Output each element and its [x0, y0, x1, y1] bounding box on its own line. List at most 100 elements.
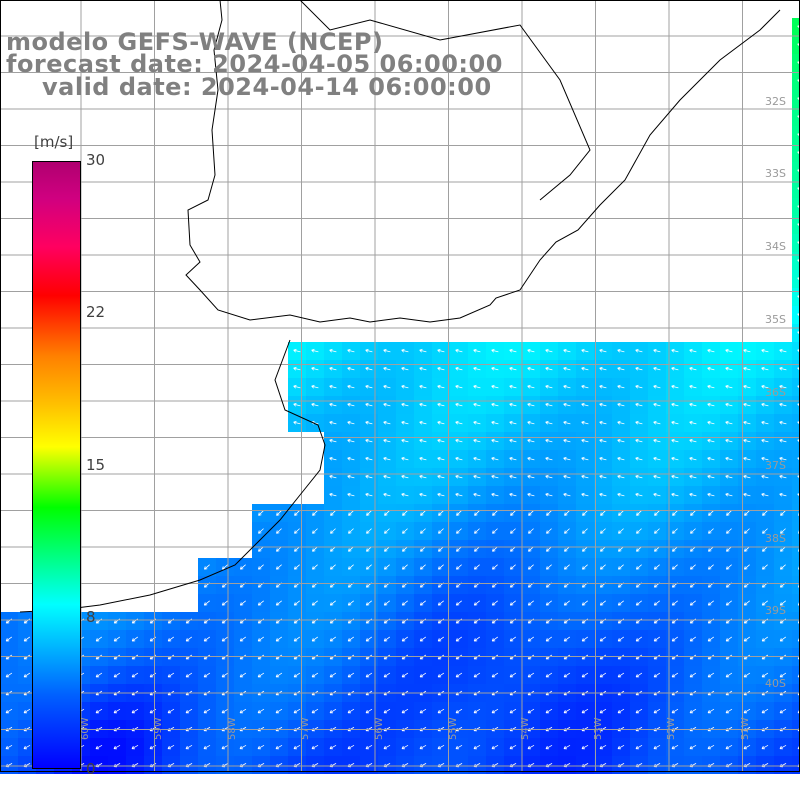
wind-arrow	[635, 474, 643, 479]
wind-arrow	[618, 510, 624, 516]
wind-speed-cell	[792, 360, 800, 378]
wind-arrow	[347, 474, 355, 479]
wind-arrow	[743, 384, 751, 389]
wind-arrow	[653, 744, 661, 750]
wind-arrow	[599, 438, 607, 443]
wind-arrow	[329, 420, 337, 425]
wind-arrow	[635, 564, 642, 570]
colorbar-tick-0: 0	[86, 760, 96, 778]
wind-arrow	[581, 402, 589, 407]
wind-arrow	[455, 438, 463, 443]
wind-arrow	[725, 420, 733, 425]
wind-arrow	[653, 366, 661, 371]
wind-arrow	[635, 438, 643, 443]
wind-arrow	[707, 384, 715, 389]
wind-arrow	[725, 438, 733, 443]
wind-arrow	[401, 402, 409, 407]
wind-arrow	[545, 600, 552, 606]
wind-arrow	[690, 510, 696, 516]
wind-speed-cell	[792, 558, 800, 576]
wind-arrow	[636, 528, 642, 534]
wind-arrow	[419, 708, 427, 714]
wind-arrow	[347, 420, 355, 425]
wind-arrow	[617, 348, 625, 353]
wind-arrow	[671, 636, 679, 642]
wind-arrow	[401, 420, 409, 425]
wind-arrow	[527, 672, 535, 678]
wind-arrow	[221, 672, 229, 678]
wind-arrow	[491, 456, 499, 461]
wind-arrow	[581, 456, 589, 461]
wind-arrow	[275, 636, 283, 642]
wind-arrow	[725, 744, 733, 750]
wind-speed-cell	[792, 342, 800, 360]
wind-arrow	[743, 474, 751, 479]
wind-speed-cell	[792, 630, 800, 648]
wind-arrow	[419, 366, 427, 371]
wind-arrow	[509, 564, 516, 570]
wind-arrow	[581, 474, 589, 479]
wind-speed-cell	[792, 450, 800, 468]
wind-speed-cell	[792, 306, 800, 324]
wind-arrow	[5, 744, 13, 750]
wind-arrows	[5, 24, 800, 768]
wind-arrow	[347, 402, 355, 407]
wind-arrow	[95, 672, 103, 678]
wind-speed-cell	[792, 216, 800, 234]
wind-arrow	[113, 636, 121, 642]
wind-arrow	[365, 744, 373, 750]
wind-arrow	[492, 510, 498, 516]
wind-arrow	[239, 564, 246, 570]
wind-arrow	[563, 672, 571, 678]
wind-arrow	[653, 348, 661, 353]
wind-arrow	[545, 402, 553, 407]
lat-label: 37S	[765, 459, 786, 472]
colorbar-tick-15: 15	[86, 456, 106, 474]
title-valid-date: valid date: 2024-04-14 06:00:00	[42, 73, 492, 101]
colorbar	[32, 161, 81, 769]
wind-arrow	[401, 384, 409, 389]
wind-arrow	[258, 528, 264, 534]
wind-arrow	[384, 510, 390, 516]
wind-arrow	[617, 708, 625, 714]
wind-arrow	[312, 528, 318, 534]
wind-arrow	[275, 672, 283, 678]
wind-arrow	[743, 402, 751, 407]
wind-speed-cell	[792, 144, 800, 162]
wind-arrow	[383, 474, 391, 479]
wind-arrow	[617, 384, 625, 389]
wind-arrow	[491, 402, 499, 407]
wind-arrow	[617, 600, 624, 606]
wind-arrow	[383, 420, 391, 425]
wind-arrow	[473, 600, 480, 606]
wind-arrow	[689, 384, 697, 389]
wind-arrow	[293, 384, 301, 389]
wind-arrow	[347, 366, 355, 371]
wind-arrow	[419, 474, 427, 479]
wind-arrow	[599, 420, 607, 425]
colorbar-tick-8: 8	[86, 608, 96, 626]
wind-arrow	[473, 672, 481, 678]
wind-arrow	[671, 456, 679, 461]
wind-arrow	[653, 438, 661, 443]
wind-arrow	[761, 492, 769, 497]
wind-arrow	[257, 600, 264, 606]
lon-label: 60W	[80, 717, 91, 740]
wind-arrow	[438, 528, 444, 534]
wind-arrow	[437, 564, 444, 570]
wind-arrow	[401, 708, 409, 714]
wind-arrow	[23, 744, 31, 750]
wind-arrow	[239, 708, 247, 714]
wind-arrow	[618, 528, 624, 534]
wind-arrow	[635, 402, 643, 407]
wind-arrow	[707, 474, 715, 479]
wind-arrow	[276, 528, 282, 534]
wind-arrow	[347, 456, 355, 461]
wind-arrow	[131, 636, 139, 642]
wind-arrow	[654, 528, 660, 534]
wind-arrow	[563, 636, 571, 642]
wind-arrow	[563, 492, 571, 497]
wind-arrow	[689, 348, 697, 353]
wind-arrow	[510, 528, 516, 534]
